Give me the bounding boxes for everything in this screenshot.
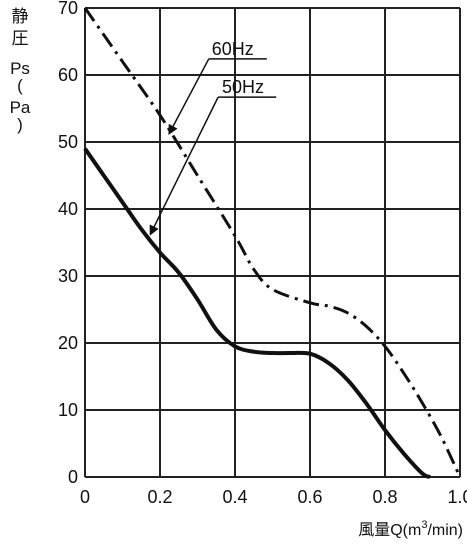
y-tick-label: 60 — [58, 65, 78, 85]
x-tick-label: 0.2 — [147, 487, 172, 507]
x-tick-label: 1.0 — [447, 487, 467, 507]
axis-labels: 静圧 Ps( Pa) 風量Q(m3/min) — [10, 7, 463, 539]
y-tick-label: 10 — [58, 400, 78, 420]
y-tick-label: 0 — [68, 467, 78, 487]
y-tick-label: 40 — [58, 199, 78, 219]
legend-arrow-60hz — [168, 58, 210, 136]
y-tick-label: 30 — [58, 266, 78, 286]
tick-labels: 0 0.2 0.4 0.6 0.8 1.0 0 10 20 30 40 50 60 70 — [58, 0, 467, 507]
series-lines — [83, 7, 462, 479]
y-tick-label: 20 — [58, 333, 78, 353]
y-axis-label-part: 圧 — [12, 29, 29, 48]
y-tick-label: 70 — [58, 0, 78, 18]
y-axis-label: 静圧 Ps( Pa) — [10, 7, 31, 134]
y-tick-label: 50 — [58, 132, 78, 152]
x-axis-label-sup: 3 — [421, 519, 427, 531]
y-axis-label-part: Ps — [10, 59, 30, 78]
x-axis-label-main: 風量Q(m — [358, 522, 421, 539]
legend-label-60hz: 60Hz — [212, 39, 254, 59]
grid — [84, 7, 461, 478]
x-axis-label-suffix: /min) — [427, 522, 463, 539]
x-tick-label: 0.6 — [297, 487, 322, 507]
x-tick-label: 0.4 — [222, 487, 247, 507]
x-tick-label: 0.8 — [372, 487, 397, 507]
x-axis-label: 風量Q(m3/min) — [358, 519, 463, 539]
series-line-50hz — [83, 147, 431, 479]
x-tick-label: 0 — [80, 487, 90, 507]
y-axis-label-part: Pa — [10, 98, 31, 117]
legend-arrow-50hz — [149, 96, 219, 236]
legend-annotations: 60Hz 50Hz — [149, 39, 277, 236]
series-line-60hz — [83, 7, 462, 478]
y-axis-label-part: 静 — [12, 7, 29, 26]
legend-label-50hz: 50Hz — [222, 77, 264, 97]
y-axis-label-part: ( — [17, 76, 23, 95]
y-axis-label-part: ) — [17, 115, 23, 134]
